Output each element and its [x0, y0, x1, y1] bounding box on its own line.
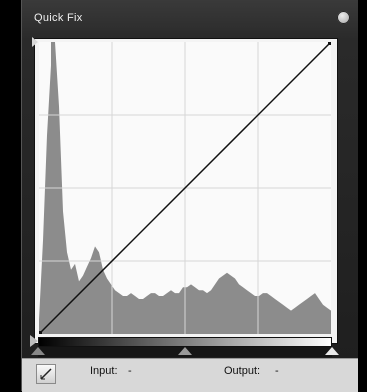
curves-graph-frame [30, 37, 338, 347]
panel-toggle-button[interactable] [337, 11, 350, 24]
top-left-marker-icon [32, 37, 38, 47]
input-slider-track[interactable] [31, 347, 339, 357]
left-output-marker-icon[interactable] [30, 335, 38, 347]
quick-fix-panel: Quick Fix Input: - Output: - [21, 0, 358, 392]
input-value: - [128, 365, 132, 377]
midtone-slider-icon[interactable] [178, 347, 192, 355]
black-point-slider-icon[interactable] [31, 347, 45, 355]
white-point-slider-icon[interactable] [325, 347, 339, 355]
output-value: - [275, 365, 279, 377]
input-label: Input: [90, 365, 118, 377]
curves-canvas[interactable] [39, 42, 331, 334]
input-gradient-bar [38, 337, 332, 347]
curves-graph[interactable] [39, 42, 331, 334]
tone-curve-line[interactable] [39, 42, 331, 334]
curve-pencil-icon [40, 368, 52, 380]
output-label: Output: [224, 365, 261, 377]
curve-tool-button[interactable] [36, 364, 56, 384]
curve-white-point-handle[interactable] [328, 42, 331, 45]
curves-footer: Input: - Output: - [22, 358, 358, 392]
panel-title: Quick Fix [34, 12, 83, 24]
curve-black-point-handle[interactable] [39, 331, 42, 334]
